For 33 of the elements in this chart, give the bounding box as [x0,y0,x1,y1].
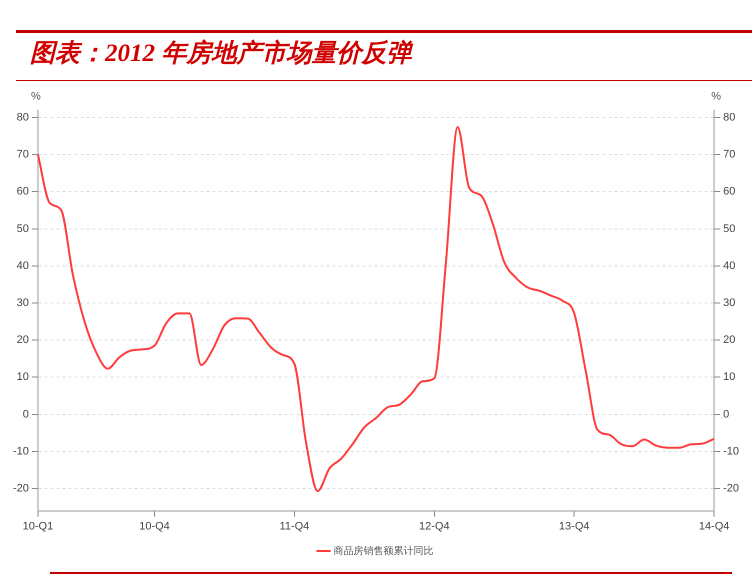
chart-title: 图表：2012 年房地产市场量价反弹 [30,38,412,69]
x-tick-label: 13-Q4 [558,520,590,532]
x-tick-label: 11-Q4 [280,520,310,532]
y2-tick-label: 50 [723,222,736,235]
y-tick-label: 30 [16,297,29,310]
y2-tick-label: 80 [723,111,736,124]
y2-tick-label: 40 [723,260,736,272]
y-tick-label: 40 [16,260,29,272]
y-tick-label: 0 [22,408,29,420]
y-tick-label: -20 [12,482,29,495]
y-tick-label: 50 [16,222,29,235]
y-tick-label: 10 [16,371,29,384]
y2-tick-label: 70 [723,148,736,161]
y2-axis-title: % [711,90,722,103]
y2-tick-label: -10 [723,445,740,458]
y2-tick-label: -20 [723,482,740,495]
y-tick-label: 60 [16,186,29,198]
y2-tick-label: 0 [723,408,730,420]
y-axis-title: % [31,90,42,103]
y2-tick-label: 10 [723,371,736,384]
y2-tick-label: 60 [723,186,736,198]
x-tick-label: 10-Q1 [22,520,54,532]
legend-label: 商品房销售额累计同比 [334,544,434,557]
y-tick-label: 80 [16,111,29,124]
x-tick-label: 14-Q4 [698,520,730,532]
y2-tick-label: 20 [723,334,736,346]
line-series [36,126,716,492]
y2-tick-label: 30 [723,297,736,310]
x-tick-label: 10-Q4 [139,520,170,532]
y-tick-label: -10 [12,445,29,458]
y-tick-label: 20 [16,334,29,346]
y-tick-label: 70 [16,148,29,161]
x-tick-label: 12-Q4 [419,520,450,532]
